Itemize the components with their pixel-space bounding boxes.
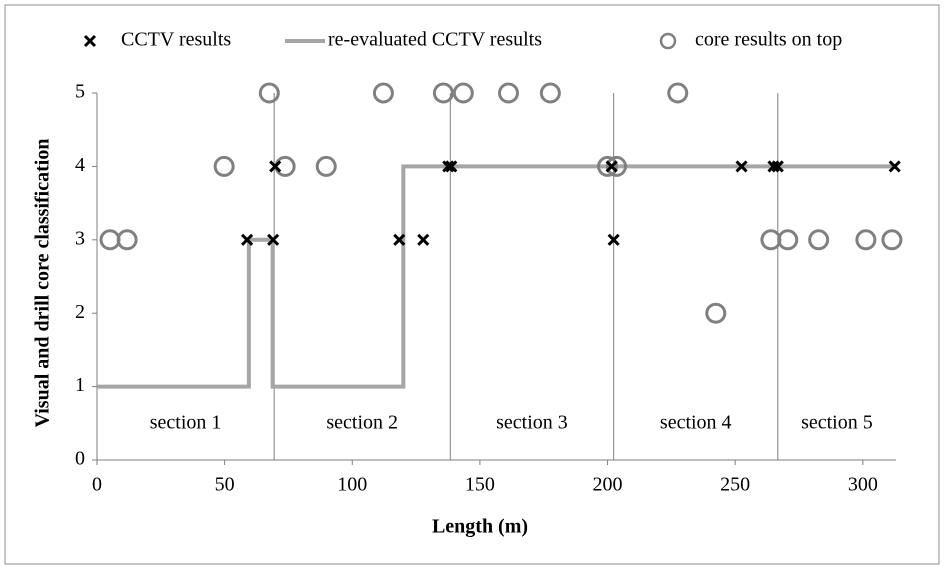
core-point <box>881 229 903 251</box>
core-point <box>760 229 782 251</box>
section-label: section 2 <box>326 412 398 434</box>
y-axis-title: Visual and drill core classification <box>32 139 54 428</box>
core-point <box>777 229 799 251</box>
core-point <box>808 229 830 251</box>
core-point <box>372 82 394 104</box>
core-point <box>315 155 337 177</box>
legend-symbol <box>659 32 677 50</box>
cctv-point <box>269 160 282 173</box>
section-label: section 5 <box>801 412 873 434</box>
cctv-point <box>767 160 780 173</box>
core-point <box>539 82 561 104</box>
x-tick-label: 50 <box>215 474 235 496</box>
legend-label: CCTV results <box>121 29 231 51</box>
legend-label: re-evaluated CCTV results <box>328 29 542 51</box>
section-label: section 3 <box>496 412 568 434</box>
y-tick-label: 5 <box>75 81 85 103</box>
cctv-point <box>735 160 748 173</box>
cctv-point <box>442 160 455 173</box>
core-point <box>452 82 474 104</box>
x-tick-label: 200 <box>593 474 623 496</box>
cctv-point <box>607 233 620 246</box>
core-point <box>605 155 627 177</box>
cctv-point <box>445 160 458 173</box>
x-tick-label: 250 <box>720 474 750 496</box>
legend-symbol <box>83 34 97 48</box>
y-tick-label: 0 <box>75 448 85 470</box>
core-point <box>274 155 296 177</box>
y-tick-label: 1 <box>75 374 85 396</box>
y-tick-label: 3 <box>75 227 85 249</box>
section-label: section 1 <box>150 412 222 434</box>
x-tick-label: 300 <box>848 474 878 496</box>
x-axis-title: Length (m) <box>432 516 528 538</box>
section-label: section 4 <box>660 412 732 434</box>
cctv-point <box>417 233 430 246</box>
cctv-point <box>393 233 406 246</box>
core-point <box>432 82 454 104</box>
core-point <box>116 229 138 251</box>
core-point <box>855 229 877 251</box>
x-tick-label: 100 <box>337 474 367 496</box>
core-point <box>213 155 235 177</box>
cctv-point <box>888 160 901 173</box>
cctv-point <box>241 233 254 246</box>
cctv-point <box>267 233 280 246</box>
legend-label: core results on top <box>695 29 842 51</box>
cctv-point <box>771 160 784 173</box>
x-tick-label: 150 <box>465 474 495 496</box>
reevaluated-line <box>97 164 896 389</box>
core-point <box>705 302 727 324</box>
core-point <box>667 82 689 104</box>
core-point <box>99 229 121 251</box>
y-tick-label: 4 <box>75 154 85 176</box>
core-point <box>597 155 619 177</box>
cctv-point <box>605 160 618 173</box>
x-tick-label: 0 <box>92 474 102 496</box>
y-tick-label: 2 <box>75 301 85 323</box>
core-point <box>258 82 280 104</box>
core-point <box>497 82 519 104</box>
